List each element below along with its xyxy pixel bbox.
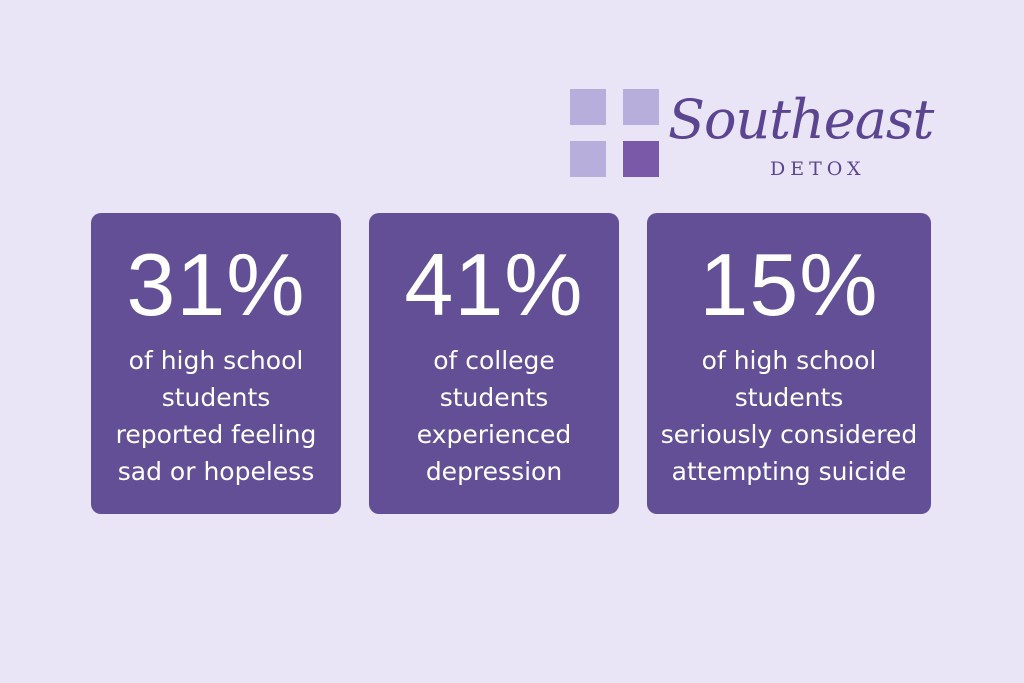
stat-card-college-depression: 41% of college students experienced depr…: [369, 213, 619, 514]
stat-description: of college students experienced depressi…: [369, 342, 619, 490]
logo-square-bottom-right: [623, 141, 659, 177]
brand-logo: Southeast DETOX: [570, 82, 934, 182]
stat-description-line: sad or hopeless: [117, 457, 315, 486]
stat-value: 15%: [699, 235, 879, 334]
brand-subtitle: DETOX: [770, 158, 866, 180]
stat-description-line: of high school: [128, 346, 304, 375]
stat-card-high-school-sad: 31% of high school students reported fee…: [91, 213, 341, 514]
logo-square-top-left: [570, 89, 606, 125]
stat-description-line: reported feeling: [115, 420, 317, 449]
logo-square-bottom-left: [570, 141, 606, 177]
logo-square-top-right: [623, 89, 659, 125]
stat-description-line: depression: [425, 457, 563, 486]
stat-description-line: students: [439, 383, 549, 412]
four-squares-logo-icon: [570, 89, 660, 177]
stat-description: of high school students seriously consid…: [647, 342, 931, 490]
stat-value: 31%: [126, 235, 306, 334]
stat-description-line: experienced: [416, 420, 572, 449]
stat-description-line: students: [161, 383, 271, 412]
stat-description-line: seriously considered: [660, 420, 918, 449]
stat-description: of high school students reported feeling…: [91, 342, 341, 490]
stat-value: 41%: [404, 235, 584, 334]
stat-card-high-school-suicide: 15% of high school students seriously co…: [647, 213, 931, 514]
stat-description-line: students: [734, 383, 844, 412]
stat-description-line: attempting suicide: [671, 457, 907, 486]
stat-description-line: of college: [433, 346, 555, 375]
stat-description-line: of high school: [701, 346, 877, 375]
brand-name: Southeast: [668, 88, 934, 151]
